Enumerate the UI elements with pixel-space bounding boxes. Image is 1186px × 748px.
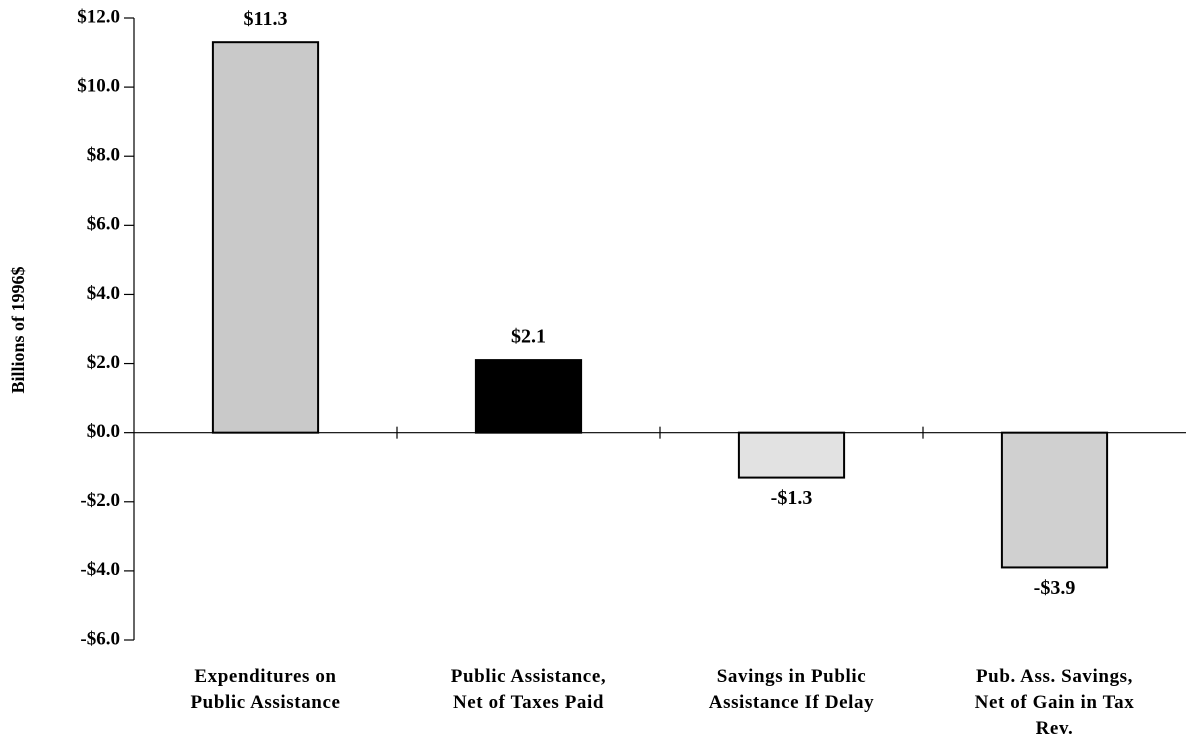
x-tick-label-line: Net of Gain in Tax	[975, 692, 1135, 713]
y-axis-label: Billions of 1996$	[8, 266, 28, 393]
bar	[474, 359, 583, 434]
bar	[1000, 431, 1109, 569]
y-tick-label: $10.0	[77, 75, 120, 96]
y-tick-label: $2.0	[87, 352, 120, 373]
x-tick-label-line: Rev.	[1036, 718, 1074, 739]
x-tick-label: Pub. Ass. Savings, Net of Gain in Tax Rev.	[975, 666, 1135, 739]
bar	[737, 431, 846, 479]
value-label: $2.1	[511, 326, 546, 348]
y-tick-label: $8.0	[87, 145, 120, 166]
x-tick-label-line: Public Assistance,	[451, 666, 606, 687]
x-tick-label-line: Savings in Public	[717, 666, 867, 687]
x-tick-label-line: Expenditures on	[194, 666, 336, 687]
y-tick-label: -$2.0	[80, 490, 120, 511]
value-label: -$1.3	[771, 487, 813, 509]
x-tick-label: Savings in Public Assistance If Delay	[709, 666, 875, 713]
x-tick-label-line: Assistance If Delay	[709, 692, 875, 713]
y-tick-label: -$6.0	[80, 628, 120, 649]
bar	[211, 41, 320, 434]
value-label: -$3.9	[1034, 577, 1076, 599]
y-tick-label: $4.0	[87, 283, 120, 304]
y-tick-label: $0.0	[87, 421, 120, 442]
x-tick-label-line: Pub. Ass. Savings,	[976, 666, 1133, 687]
y-tick-label: $12.0	[77, 6, 120, 27]
x-tick-label-line: Public Assistance	[190, 692, 340, 713]
x-tick-label-line: Net of Taxes Paid	[453, 692, 604, 713]
y-tick-label: $6.0	[87, 214, 120, 235]
value-label: $11.3	[244, 8, 288, 30]
x-tick-label: Expenditures on Public Assistance	[190, 666, 340, 713]
y-tick-label: -$4.0	[80, 559, 120, 580]
x-tick-label: Public Assistance, Net of Taxes Paid	[451, 666, 606, 713]
